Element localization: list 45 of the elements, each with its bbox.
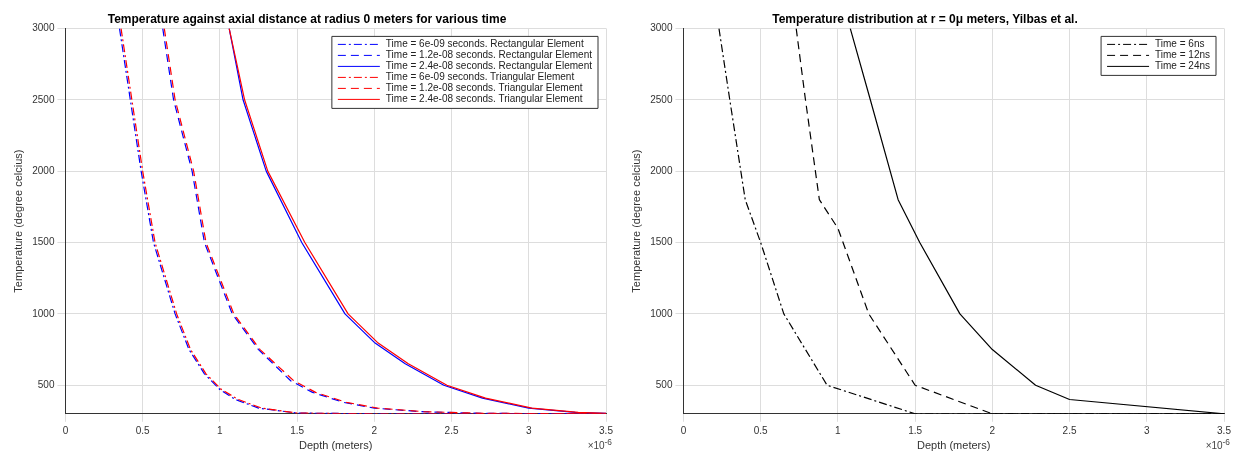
y-tick-label: 1500 bbox=[650, 236, 673, 248]
x-tick-label: 3 bbox=[1144, 424, 1150, 436]
x-tick-label: 2 bbox=[989, 424, 996, 436]
y-tick-label: 3000 bbox=[32, 22, 55, 34]
legend-label: Time = 2.4e-08 seconds. Triangular Element bbox=[385, 93, 583, 105]
legend-label: Time = 24ns bbox=[1155, 60, 1211, 72]
y-tick-label: 2500 bbox=[650, 93, 673, 105]
x-tick-label: 1 bbox=[835, 424, 842, 436]
x-axis-title: Depth (meters) bbox=[917, 439, 991, 452]
text: ×10$^{-6}$ bbox=[1205, 436, 1230, 451]
legend-label: Time = 12ns bbox=[1155, 49, 1211, 61]
legend-label: Time = 1.2e-08 seconds. Rectangular Element bbox=[385, 49, 593, 61]
y-tick-label: 1500 bbox=[32, 236, 55, 248]
x-tick-label: 3.5 bbox=[599, 424, 614, 436]
x-tick-label: 2 bbox=[371, 424, 378, 436]
y-tick-label: 2000 bbox=[650, 164, 673, 176]
chart-title: Temperature against axial distance at radius 0 meters for various time bbox=[107, 11, 507, 26]
x-tick-label: 3 bbox=[526, 424, 532, 436]
y-tick-label: 1000 bbox=[650, 307, 673, 319]
x-tick-label: 0.5 bbox=[753, 424, 769, 436]
legend-label: Time = 6e-09 seconds. Rectangular Element bbox=[385, 38, 584, 50]
y-tick-label: 3000 bbox=[650, 22, 673, 34]
x-axis-title: Depth (meters) bbox=[299, 439, 373, 452]
x-tick-label: 0 bbox=[680, 424, 687, 436]
x-tick-label: 1 bbox=[217, 424, 224, 436]
y-axis-title: Temperature (degree celcius) bbox=[11, 149, 24, 293]
text: ×10$^{-6}$ bbox=[587, 436, 612, 451]
legend-label: Time = 2.4e-08 seconds. Rectangular Element bbox=[385, 60, 593, 72]
y-tick-label: 2000 bbox=[32, 164, 55, 176]
x-tick-label: 2.5 bbox=[1062, 424, 1077, 436]
y-axis-title: Temperature (degree celcius) bbox=[629, 149, 642, 293]
y-tick-label: 1000 bbox=[32, 307, 55, 319]
y-tick-label: 500 bbox=[655, 379, 673, 390]
legend-label: Time = 6e-09 seconds. Triangular Element bbox=[385, 71, 575, 83]
y-tick-label: 500 bbox=[37, 379, 55, 390]
x-tick-label: 3.5 bbox=[1217, 424, 1232, 436]
x-tick-label: 1.5 bbox=[290, 424, 305, 436]
x-tick-label: 2.5 bbox=[444, 424, 459, 436]
y-tick-label: 2500 bbox=[32, 93, 55, 105]
legend-label: Time = 1.2e-08 seconds. Triangular Element bbox=[385, 82, 583, 94]
x-tick-label: 0.5 bbox=[135, 424, 151, 436]
x-tick-label: 0 bbox=[62, 424, 69, 436]
x-tick-label: 1.5 bbox=[908, 424, 923, 436]
chart-title: Temperature distribution at r = 0μ meters, Yilbas et al. bbox=[772, 11, 1078, 26]
legend-label: Time = 6ns bbox=[1155, 38, 1205, 50]
